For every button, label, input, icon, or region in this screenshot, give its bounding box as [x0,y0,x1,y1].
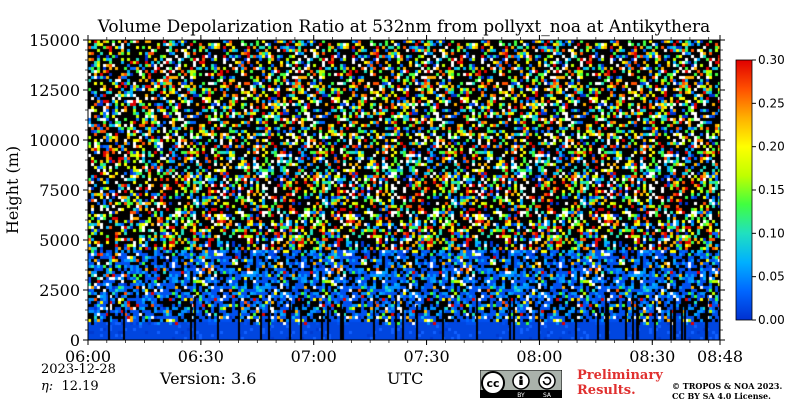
colorbar-tick-label: 0.00 [758,313,785,327]
eta-symbol: η: [41,379,54,394]
y-tick-label: 0 [70,331,80,350]
y-tick-label: 2500 [39,281,80,300]
colorbar-tick-label: 0.10 [758,226,785,240]
x-tick-label: 06:00 [65,347,111,366]
preliminary-label: Preliminary Results. [577,368,663,398]
y-tick-label: 7500 [39,181,80,200]
version-label: Version: 3.6 [160,369,257,388]
heatmap-raster [88,40,720,340]
x-tick-label: 08:30 [629,347,675,366]
x-tick-label: 08:00 [516,347,562,366]
colorbar-tick-label: 0.30 [758,53,785,67]
colorbar-tick-label: 0.20 [758,140,785,154]
y-tick-label: 15000 [29,31,80,50]
x-tick-label: 07:00 [291,347,337,366]
by-badge-text: BY [517,392,525,398]
copyright-label: © TROPOS & NOA 2023. CC BY SA 4.0 Licens… [672,381,783,401]
y-axis-label: Height (m) [3,146,22,234]
sa-badge-text: SA [543,392,552,398]
eta-label: η: 12.19 [41,379,99,394]
colorbar-tick-label: 0.25 [758,96,785,110]
cc-badge-text: cc [486,377,499,390]
eta-value: 12.19 [61,379,99,394]
colorbar [735,59,753,321]
y-tick-label: 10000 [29,131,80,150]
date-label: 2023-12-28 [41,362,116,377]
x-tick-label: 06:30 [178,347,224,366]
colorbar-tick-label: 0.05 [758,270,785,284]
chart-title: Volume Depolarization Ratio at 532nm fro… [97,17,711,37]
y-tick-label: 5000 [39,231,80,250]
x-tick-label: 08:48 [697,347,743,366]
colorbar-tick-label: 0.15 [758,183,785,197]
cc-license-icon: cc BY SA [480,370,562,398]
y-tick-label: 12500 [29,81,80,100]
x-tick-label: 07:30 [404,347,450,366]
x-axis-label: UTC [387,369,424,388]
